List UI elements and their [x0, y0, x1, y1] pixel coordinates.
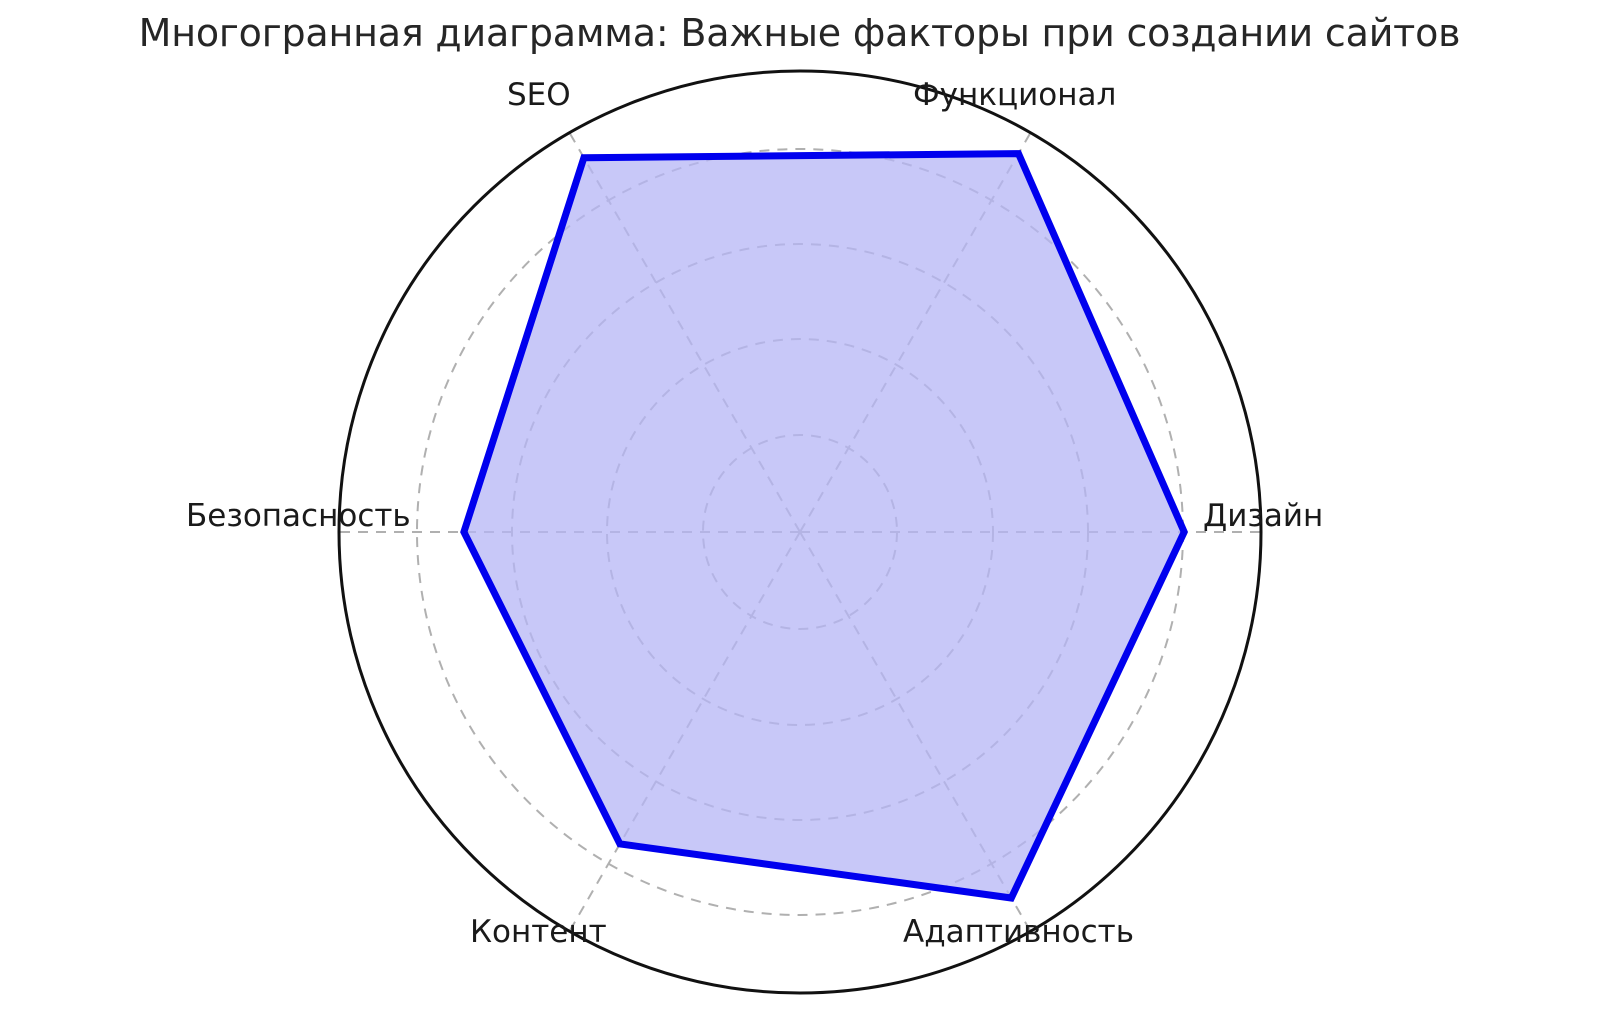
series-fill-area [463, 153, 1185, 899]
axis-label-seo: SEO [507, 77, 571, 113]
axis-label-bezopasnost: Безопасность [186, 498, 411, 534]
polar-outer-border [337, 69, 1263, 995]
axis-label-dizayn: Дизайн [1203, 498, 1324, 534]
axis-label-funkcional: Функционал [913, 77, 1117, 113]
series-outline [460, 150, 1188, 902]
page-title: Многогранная диаграмма: Важные факторы п… [138, 11, 1461, 55]
axis-label-adaptivnost: Адаптивность [903, 914, 1134, 950]
axis-label-kontent: Контент [470, 914, 607, 950]
